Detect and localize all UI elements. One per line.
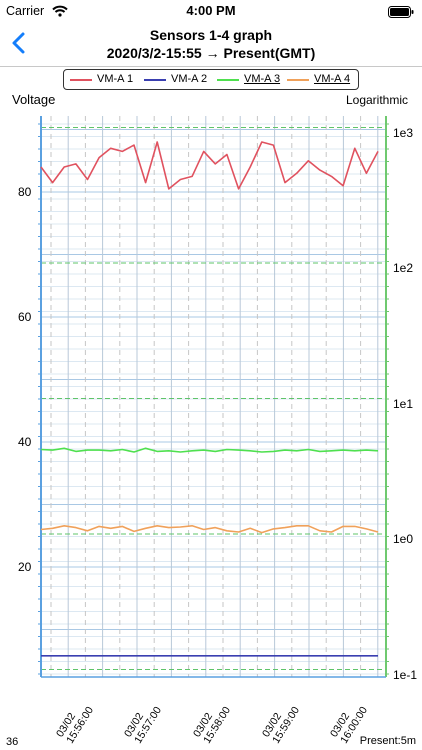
series-line-vm-a-3 [40,447,379,453]
status-bar: Carrier 4:00 PM [0,0,422,22]
series-line-vm-a-1 [40,141,379,190]
legend-label: VM-A 1 [97,73,134,85]
right-tick-label: 1e1 [393,396,414,411]
series-line-vm-a-4 [40,524,379,534]
point-count: 36 [6,736,19,748]
wifi-icon [52,4,68,22]
chevron-left-icon [12,32,25,54]
left-tick-label: 40 [18,435,32,449]
range-indicator[interactable]: Present:5m [359,735,416,747]
legend-label: VM-A 3 [244,73,281,85]
left-tick-label: 20 [18,560,32,574]
back-button[interactable] [8,28,32,58]
legend-swatch [287,79,309,81]
page-subtitle: 2020/3/2-15:55 → Present(GMT) [106,45,316,61]
left-tick-label: 80 [18,185,32,199]
scale-mode-label[interactable]: Logarithmic [345,93,408,107]
battery-icon [388,5,414,23]
page-title: Sensors 1-4 graph [149,27,273,43]
chart-legend: VM-A 1 VM-A 2 VM-A 3 VM-A 4 [63,69,359,90]
legend-label: VM-A 2 [171,73,208,85]
left-axis-title: Voltage [12,92,56,107]
legend-swatch [217,79,239,81]
right-tick-label: 1e2 [393,261,414,275]
legend-swatch [144,79,166,81]
right-tick-label: 1e0 [393,532,414,546]
navigation-bar: Sensors 1-4 graph 2020/3/2-15:55 → Prese… [0,22,422,67]
carrier-label: Carrier [6,4,45,18]
legend-label: VM-A 4 [314,73,351,85]
right-tick-label: 1e3 [393,125,414,140]
status-time: 4:00 PM [186,3,236,18]
left-tick-label: 60 [18,310,32,324]
right-tick-label: 1e-1 [393,667,418,682]
legend-swatch [70,79,92,81]
